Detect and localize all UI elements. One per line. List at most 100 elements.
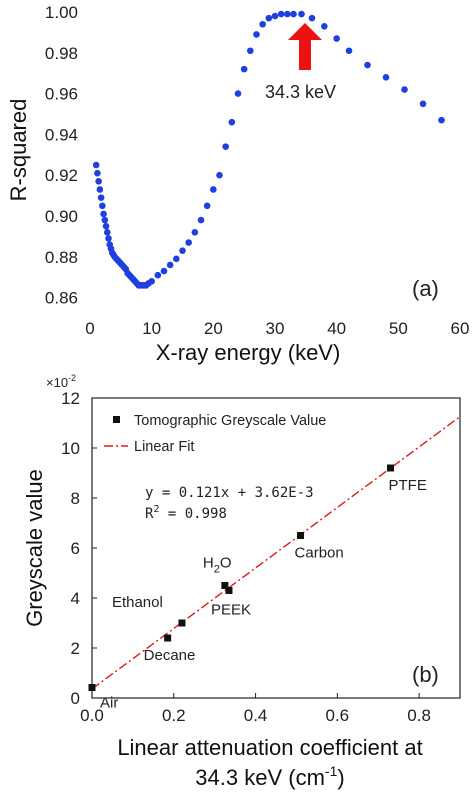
x-tick-label-b-3: 0.6 (326, 706, 350, 725)
point-label-peek: PEEK (211, 602, 251, 619)
data-point-a-53 (265, 14, 273, 22)
fit-equation: y = 0.121x + 3.62E-3 (145, 485, 314, 501)
legend-marker-greyscale (113, 416, 120, 423)
panel-a-label: (a) (412, 276, 439, 301)
point-label-carbon: Carbon (295, 545, 344, 562)
data-point-a-63 (364, 61, 371, 69)
panel-a-y-ticks: 0.86 0.88 0.90 0.92 0.94 0.96 0.98 1.00 (45, 3, 78, 308)
data-point-a-60 (321, 22, 328, 30)
panel-a-x-label: X-ray energy (keV) (156, 340, 341, 365)
data-point-a-47 (228, 118, 236, 126)
data-point-peek (225, 587, 233, 594)
data-point-a-55 (277, 10, 285, 18)
data-point-h2o (221, 582, 229, 589)
x-tick-label-b-1: 0.2 (162, 706, 186, 725)
data-point-a-64 (382, 73, 390, 81)
data-point-a-7 (101, 216, 109, 224)
data-point-ethanol (178, 619, 186, 627)
x-tick-label-b-2: 0.4 (244, 706, 268, 725)
panel-b-y-label: Greyscale value (22, 469, 47, 627)
data-point-decane (164, 634, 172, 642)
point-label-decane: Decane (144, 647, 196, 664)
data-point-ptfe (386, 464, 394, 472)
x-tick-label-a-5: 50 (389, 319, 408, 338)
data-point-a-57 (290, 10, 297, 18)
data-point-a-4 (97, 194, 105, 201)
data-point-a-67 (438, 116, 445, 124)
y-tick-label-a-7: 1.00 (45, 3, 78, 22)
data-point-a-58 (298, 10, 305, 18)
panel-b-chart: Air Decane Ethanol H2O PEEK Carbon PTFE Tomogr… (22, 373, 461, 790)
legend-label-greyscale: Tomographic Greyscale Value (134, 413, 326, 429)
y-tick-label-a-0: 0.86 (45, 289, 78, 308)
panel-a-series (92, 10, 445, 289)
data-point-a-10 (105, 235, 112, 242)
data-point-a-56 (284, 10, 291, 18)
data-point-a-49 (240, 65, 248, 73)
panel-b-series (88, 464, 394, 691)
x-tick-label-a-0: 0 (85, 319, 94, 338)
data-point-a-3 (96, 186, 104, 193)
data-point-a-51 (253, 31, 260, 38)
data-point-a-44 (210, 186, 217, 193)
peak-annotation: 34.3 keV (265, 82, 336, 102)
y-tick-label-a-1: 0.88 (45, 248, 78, 267)
x-tick-label-a-2: 20 (204, 319, 223, 338)
data-point-a-66 (419, 100, 427, 108)
data-point-a-48 (234, 90, 242, 97)
point-label-ethanol: Ethanol (112, 594, 163, 611)
data-point-a-43 (203, 202, 211, 210)
x-tick-label-b-4: 0.8 (407, 706, 431, 725)
data-point-carbon (297, 532, 305, 539)
x-tick-label-a-3: 30 (266, 319, 285, 338)
x-tick-label-b-0: 0.0 (80, 706, 104, 725)
point-label-h2o: H2O (203, 555, 232, 576)
y-tick-label-a-5: 0.96 (45, 85, 78, 104)
y-tick-label-b-4: 8 (71, 489, 80, 508)
data-point-a-36 (160, 267, 168, 275)
y-tick-label-b-2: 4 (71, 589, 80, 608)
y-tick-label-a-4: 0.94 (45, 125, 78, 144)
y-tick-label-b-3: 6 (71, 539, 80, 558)
peak-arrow (288, 23, 322, 70)
data-point-a-5 (99, 202, 106, 210)
data-point-a-59 (308, 14, 316, 22)
panel-b-label: (b) (412, 662, 439, 687)
panel-b-x-label-line1: Linear attenuation coefficient at (117, 735, 422, 760)
data-point-a-61 (333, 35, 340, 42)
data-point-air (88, 684, 96, 691)
panel-b-x-ticks: 0.0 0.2 0.4 0.6 0.8 (80, 693, 431, 725)
y-tick-label-b-6: 12 (61, 389, 80, 408)
data-point-a-40 (185, 239, 192, 246)
panel-a-chart: 34.3 keV (a) 0.86 0.88 0.90 0.92 0.94 0.96 0.9… (6, 3, 469, 365)
linear-fit-line (91, 416, 461, 690)
data-point-a-42 (197, 216, 205, 224)
x-tick-label-a-4: 40 (327, 319, 346, 338)
y-tick-label-b-5: 10 (61, 439, 80, 458)
y-tick-label-b-0: 0 (71, 689, 80, 708)
point-label-air: Air (100, 695, 118, 712)
data-point-a-39 (179, 247, 186, 254)
data-point-a-38 (173, 255, 180, 263)
y-multiplier: ×10-2 (46, 373, 76, 390)
data-point-a-8 (102, 222, 110, 230)
legend: Tomographic Greyscale Value Linear Fit (104, 413, 326, 455)
panel-b-y-ticks: 0 2 4 6 8 10 12 (61, 389, 97, 708)
data-point-a-54 (271, 12, 279, 20)
data-point-a-1 (94, 169, 101, 177)
data-point-a-50 (247, 47, 254, 55)
x-tick-label-a-6: 60 (451, 319, 470, 338)
panel-b-x-label-line2: 34.3 keV (cm-1) (195, 763, 344, 790)
panel-a-y-label: R-squared (6, 99, 31, 202)
data-point-a-9 (103, 229, 111, 236)
data-point-a-62 (345, 47, 353, 55)
y-tick-label-a-2: 0.90 (45, 207, 78, 226)
data-point-a-41 (191, 229, 199, 236)
y-tick-label-a-6: 0.98 (45, 44, 78, 63)
panel-b-point-labels: Air Decane Ethanol H2O PEEK Carbon PTFE (100, 477, 427, 712)
data-point-a-52 (259, 20, 266, 28)
data-point-a-35 (154, 271, 162, 279)
data-point-a-46 (222, 143, 229, 150)
data-point-a-2 (95, 178, 102, 185)
